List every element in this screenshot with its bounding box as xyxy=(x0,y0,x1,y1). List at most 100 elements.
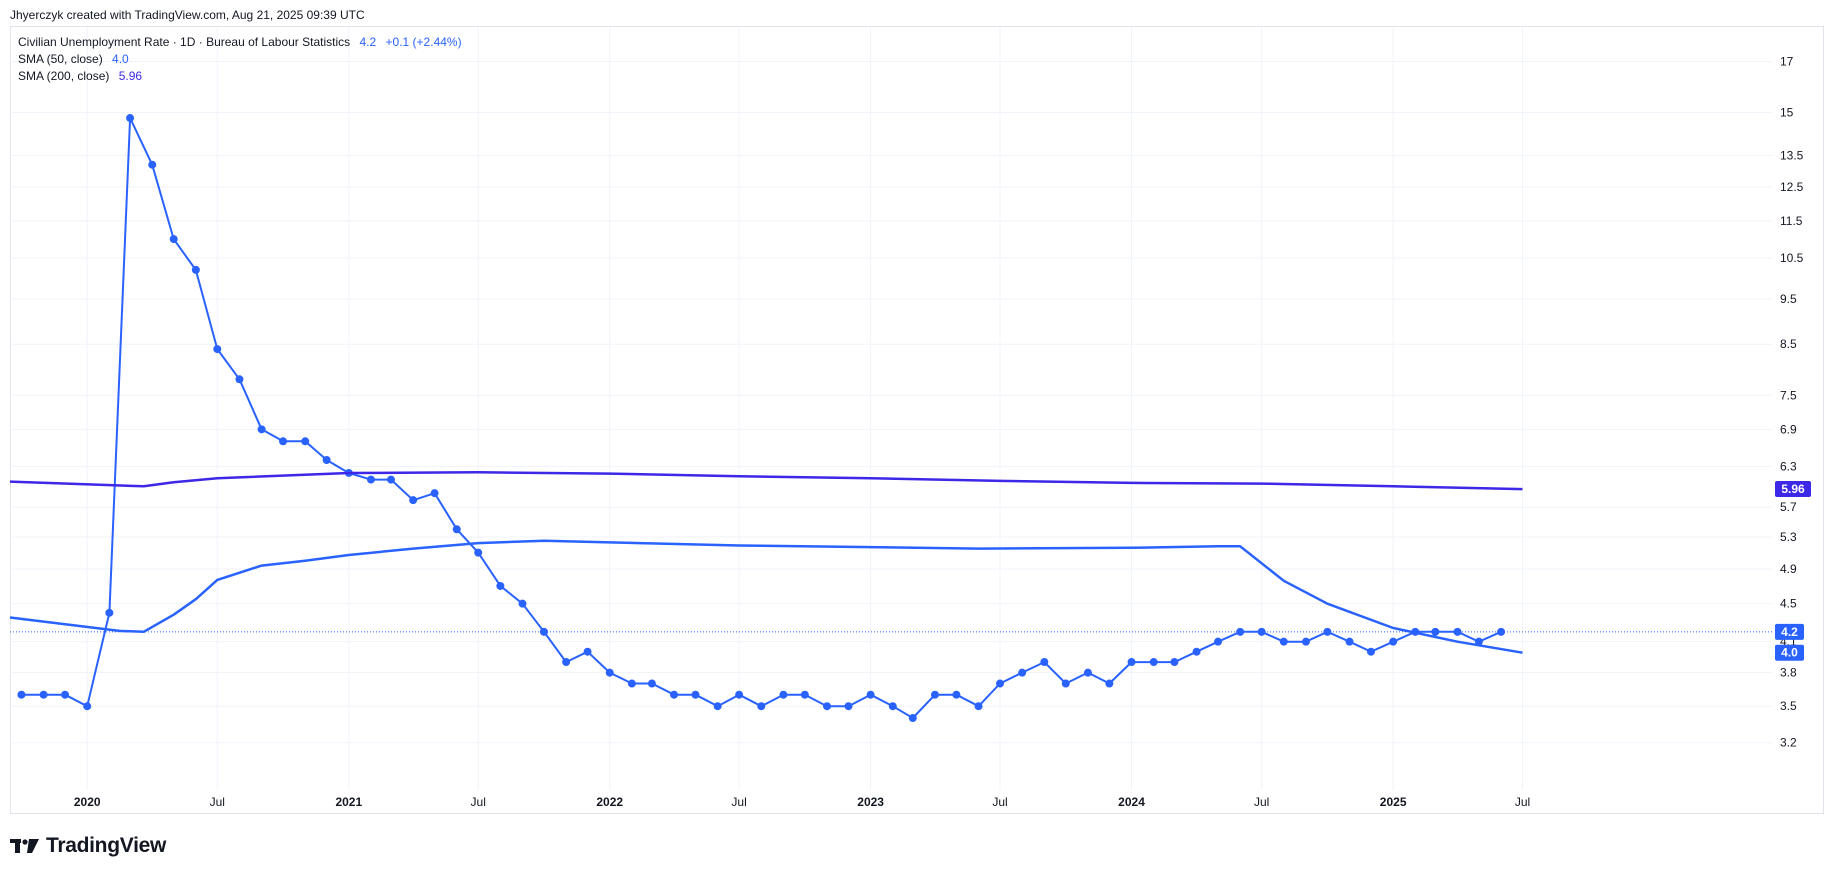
data-point[interactable] xyxy=(1497,627,1506,636)
price-tags: 4.2 4.0 5.96 xyxy=(1775,481,1811,661)
y-tick-label: 3.2 xyxy=(1780,736,1797,750)
price-tag xyxy=(1775,623,1804,640)
data-point[interactable] xyxy=(996,679,1005,688)
data-point[interactable] xyxy=(366,475,375,484)
y-tick-label: 5.3 xyxy=(1780,530,1797,544)
data-point[interactable] xyxy=(322,455,331,464)
y-tick-label: 13.5 xyxy=(1780,149,1804,163)
data-point[interactable] xyxy=(1040,658,1049,667)
x-tick-label: 2025 xyxy=(1380,795,1407,809)
legend-main-change: +0.1 (+2.44%) xyxy=(385,35,462,49)
data-point[interactable] xyxy=(279,437,288,446)
y-tick-label: 6.3 xyxy=(1780,459,1797,473)
tradingview-logo-icon xyxy=(10,839,39,853)
legend-sma200[interactable]: SMA (200, close) 5.96 xyxy=(18,68,462,85)
data-point[interactable] xyxy=(452,525,461,534)
data-point[interactable] xyxy=(800,690,809,699)
data-point[interactable] xyxy=(1214,637,1223,646)
data-point[interactable] xyxy=(583,647,592,656)
legend-sma50[interactable]: SMA (50, close) 4.0 xyxy=(18,51,462,68)
data-point[interactable] xyxy=(39,690,48,699)
data-point[interactable] xyxy=(1149,658,1158,667)
price-tag-label: 4.2 xyxy=(1781,625,1798,639)
x-tick-label: 2024 xyxy=(1118,795,1145,809)
data-point[interactable] xyxy=(235,375,244,384)
footer-brand[interactable]: TradingView xyxy=(10,834,166,858)
data-point[interactable] xyxy=(823,702,832,711)
chart-legend: Civilian Unemployment Rate · 1D · Bureau… xyxy=(18,34,462,85)
price-tag-label: 4.0 xyxy=(1781,646,1798,660)
data-point[interactable] xyxy=(61,690,70,699)
y-tick-label: 11.5 xyxy=(1780,214,1803,228)
data-point[interactable] xyxy=(213,345,222,354)
data-point[interactable] xyxy=(518,599,527,608)
legend-main[interactable]: Civilian Unemployment Rate · 1D · Bureau… xyxy=(18,34,462,51)
x-tick-label: Jul xyxy=(471,795,486,809)
time-axis: 2020 Jul 2021 Jul 2022 Jul 2023 Jul 2024 Jul 2025 J… xyxy=(74,795,1530,809)
data-point[interactable] xyxy=(670,690,679,699)
data-point[interactable] xyxy=(713,702,722,711)
price-tag xyxy=(1775,481,1811,498)
data-point[interactable] xyxy=(105,608,114,617)
data-point[interactable] xyxy=(1192,647,1201,656)
y-tick-label: 8.5 xyxy=(1780,337,1797,351)
data-point[interactable] xyxy=(1323,627,1332,636)
data-point[interactable] xyxy=(539,627,548,636)
data-point[interactable] xyxy=(647,679,656,688)
x-tick-label: 2023 xyxy=(857,795,884,809)
legend-main-value: 4.2 xyxy=(359,35,377,49)
data-point[interactable] xyxy=(409,496,418,505)
data-point[interactable] xyxy=(1279,637,1288,646)
y-tick-label: 9.5 xyxy=(1780,292,1797,306)
data-point[interactable] xyxy=(148,160,157,169)
data-point[interactable] xyxy=(952,690,961,699)
data-point[interactable] xyxy=(17,690,26,699)
y-tick-label: 3.8 xyxy=(1780,666,1797,680)
price-tag-label: 5.96 xyxy=(1781,482,1805,496)
data-point[interactable] xyxy=(974,702,983,711)
data-point[interactable] xyxy=(691,690,700,699)
data-point[interactable] xyxy=(1236,627,1245,636)
data-point[interactable] xyxy=(908,714,917,723)
data-point[interactable] xyxy=(866,690,875,699)
data-point[interactable] xyxy=(1431,627,1440,636)
data-point[interactable] xyxy=(1127,658,1136,667)
data-point[interactable] xyxy=(1257,627,1266,636)
y-tick-label: 3.5 xyxy=(1780,699,1797,713)
data-point[interactable] xyxy=(627,679,636,688)
data-point[interactable] xyxy=(1170,658,1179,667)
data-point[interactable] xyxy=(605,668,614,677)
price-tag xyxy=(1775,644,1804,661)
chart-frame xyxy=(10,26,1824,814)
data-point[interactable] xyxy=(1061,679,1070,688)
data-point[interactable] xyxy=(1018,668,1027,677)
data-point[interactable] xyxy=(474,548,483,557)
data-point[interactable] xyxy=(496,581,505,590)
data-point[interactable] xyxy=(562,658,571,667)
y-tick-label: 5.7 xyxy=(1780,500,1797,514)
data-point[interactable] xyxy=(430,489,439,498)
data-point[interactable] xyxy=(386,475,395,484)
data-point[interactable] xyxy=(757,702,766,711)
data-point[interactable] xyxy=(126,114,135,123)
data-point[interactable] xyxy=(1301,637,1310,646)
data-point[interactable] xyxy=(1453,627,1462,636)
data-point[interactable] xyxy=(1345,637,1354,646)
data-point[interactable] xyxy=(169,235,178,244)
data-point[interactable] xyxy=(83,702,92,711)
data-point[interactable] xyxy=(191,265,200,274)
data-point[interactable] xyxy=(257,425,266,434)
data-point[interactable] xyxy=(1474,637,1483,646)
data-point[interactable] xyxy=(888,702,897,711)
data-point[interactable] xyxy=(301,437,310,446)
data-point[interactable] xyxy=(1389,637,1398,646)
data-point[interactable] xyxy=(844,702,853,711)
data-point[interactable] xyxy=(779,690,788,699)
legend-sma200-value: 5.96 xyxy=(118,69,143,83)
data-point[interactable] xyxy=(1083,668,1092,677)
data-point[interactable] xyxy=(735,690,744,699)
data-point[interactable] xyxy=(1105,679,1114,688)
data-point[interactable] xyxy=(1366,647,1375,656)
data-point[interactable] xyxy=(930,690,939,699)
